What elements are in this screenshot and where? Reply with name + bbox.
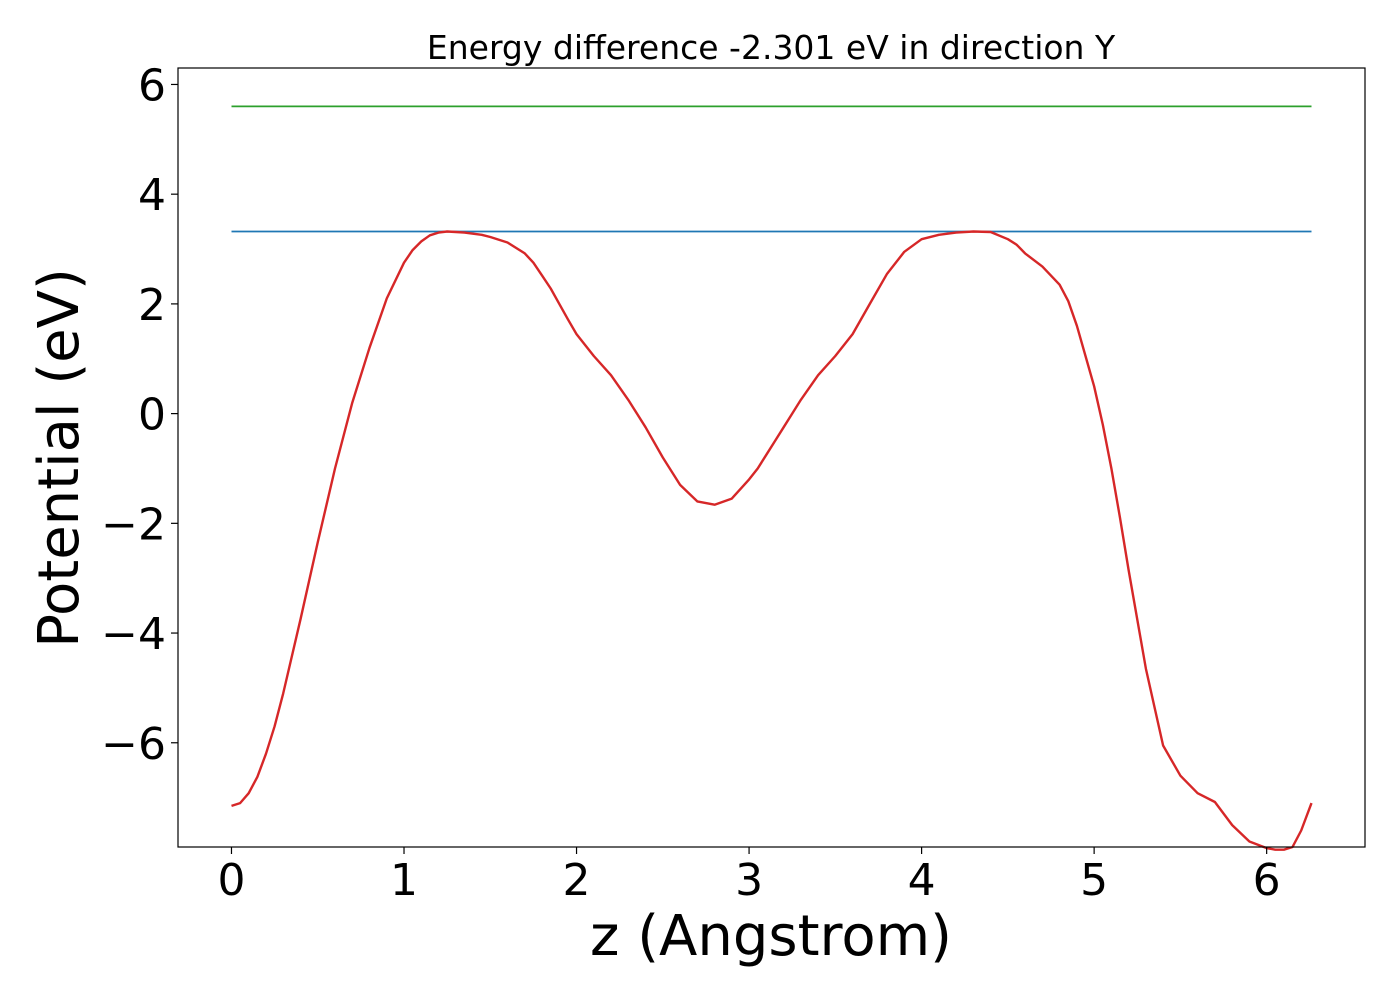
chart-title: Energy difference -2.301 eV in direction… [427,28,1116,67]
y-tick-label: −4 [101,609,166,660]
x-axis-label: z (Angstrom) [590,904,952,969]
y-tick-label: 2 [138,280,166,331]
x-tick-label: 4 [908,855,936,906]
y-tick-label: 0 [138,390,166,441]
y-tick-label: 4 [138,170,166,221]
x-tick-label: 6 [1253,855,1281,906]
x-tick-label: 1 [390,855,418,906]
x-axis-ticks: 0 1 2 3 4 5 6 [217,847,1281,906]
series-layer [231,105,1313,851]
series-line-3 [231,230,1313,851]
x-tick-label: 5 [1080,855,1108,906]
y-tick-label: −6 [101,719,166,770]
y-tick-label: 6 [138,60,166,111]
y-axis-label: Potential (eV) [27,268,92,648]
x-tick-label: 0 [217,855,245,906]
x-tick-label: 2 [563,855,591,906]
plot-area-frame [177,67,1366,848]
y-axis-ticks: 6 4 2 0 −2 −4 −6 [101,60,178,770]
y-tick-label: −2 [101,499,166,550]
x-tick-label: 3 [735,855,763,906]
